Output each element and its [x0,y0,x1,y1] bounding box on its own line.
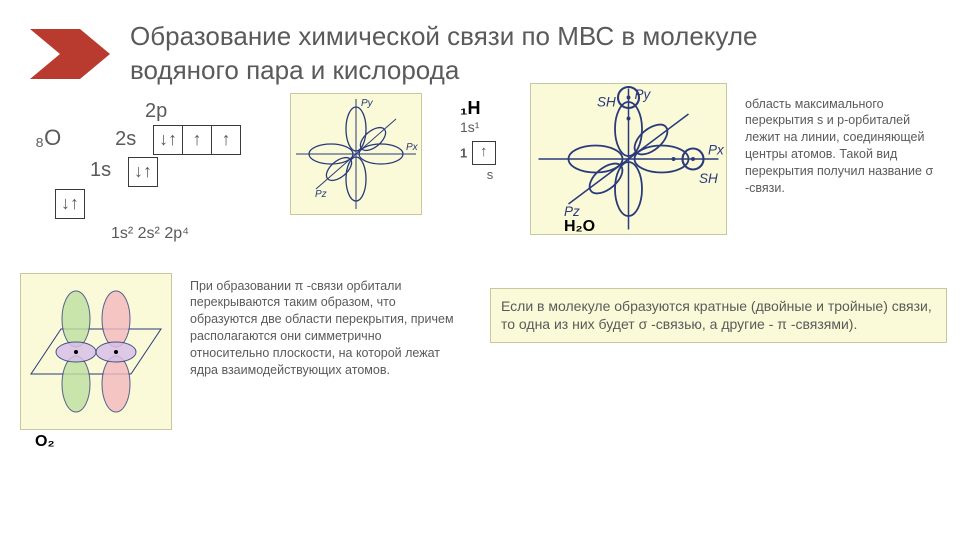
svg-text:Px: Px [708,142,725,157]
sigma-text: область максимального перекрытия s и р-о… [745,96,940,197]
orbital-2s: ↓↑ [128,157,158,187]
hydrogen-symbol: ₁H [460,98,520,119]
label-1s: 1s [90,160,111,182]
label-2p: 2p [145,100,167,122]
py-label: Py [361,98,374,109]
orbital-diagram-h2o: Py Px Pz SH SH [530,83,727,235]
hydrogen-config: ₁H 1s¹ 1 ↑ s [460,98,520,182]
content-area: 2p ₈O 2s ↓↑↑↑ 1s ↓↑ ↓↑ 1s² 2s² 2p⁴ [0,88,960,508]
h-box-num: 1 [460,145,467,160]
o2-label: O₂ [35,433,55,451]
page-title: Образование химической связи по МВС в мо… [130,20,830,88]
svg-text:Py: Py [635,87,652,102]
orbital-1s: ↓↑ [55,189,85,219]
oxygen-symbol: ₈O [35,125,61,150]
oxygen-config: 2p ₈O 2s ↓↑↑↑ 1s ↓↑ ↓↑ 1s² 2s² 2p⁴ [35,98,265,244]
chevron-icon [30,29,110,79]
orbital-2p-1: ↓↑ [153,125,183,155]
orbital-diagram-oxygen: Py Px Pz [290,93,422,215]
px-label: Px [406,142,419,153]
h-s-label: s [460,167,520,182]
kratnye-text: Если в молекуле образуются кратные (двой… [490,288,947,344]
svg-text:Pz: Pz [564,204,580,219]
hydrogen-1s-box: ↑ [472,141,496,165]
orbital-2p-2: ↑ [183,125,212,155]
svg-text:SH: SH [699,171,718,186]
hydrogen-config-text: 1s¹ [460,119,520,135]
pz-label: Pz [315,189,327,200]
h2o-label: H₂O [564,218,595,236]
svg-text:SH: SH [597,94,616,109]
pi-text: При образовании π -связи орбитали перекр… [190,278,460,379]
title-row: Образование химической связи по МВС в мо… [0,0,960,88]
oxygen-config-text: 1s² 2s² 2p⁴ [35,225,265,243]
o2-diagram [20,273,172,430]
orbital-2p-3: ↑ [212,125,241,155]
label-2s: 2s [115,128,136,150]
